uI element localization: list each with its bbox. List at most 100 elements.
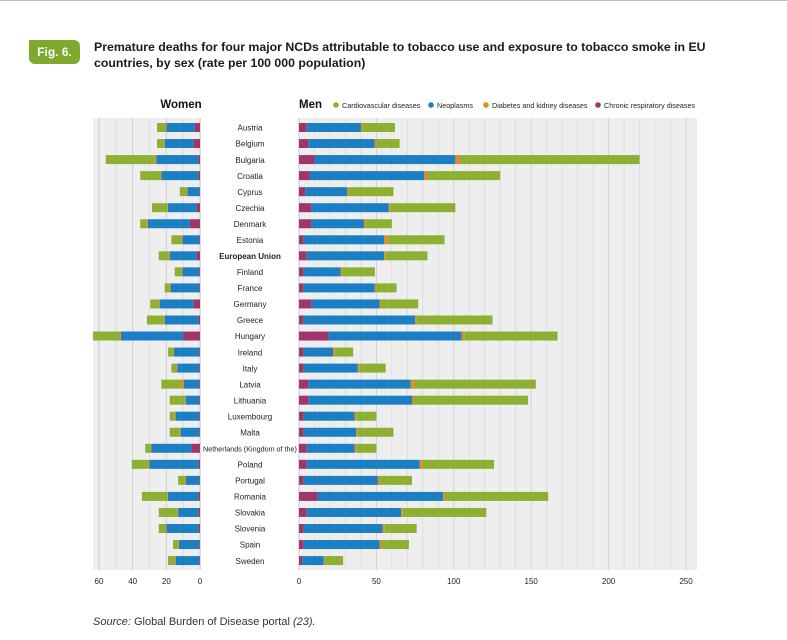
bar-women-poland-neoplasms: [149, 459, 199, 469]
tick-men-0: 0: [297, 577, 302, 586]
bar-women-germany-cardiovascular-diseases: [150, 299, 159, 309]
bar-men-denmark-chronic-respiratory-diseases: [299, 219, 312, 229]
bar-men-austria-chronic-respiratory-diseases: [299, 123, 307, 132]
bar-women-portugal-cardiovascular-diseases: [178, 475, 185, 485]
bar-women-netherlands-kingdom-of-the-cardiovascular-diseases: [145, 443, 151, 453]
bar-women-slovenia-neoplasms: [166, 524, 199, 533]
bar-men-finland-chronic-respiratory-diseases: [299, 267, 304, 277]
category-label-spain: Spain: [240, 541, 260, 550]
bar-women-greece-chronic-respiratory-diseases: [198, 315, 200, 325]
bar-women-finland-cardiovascular-diseases: [174, 267, 182, 277]
bar-men-croatia-chronic-respiratory-diseases: [299, 171, 310, 181]
bar-men-sweden-neoplasms: [302, 556, 324, 566]
bar-men-ireland-neoplasms: [303, 347, 334, 357]
bar-men-sweden-diabetes-and-kidney-diseases: [323, 556, 325, 566]
bar-women-austria-diabetes-and-kidney-diseases: [165, 123, 167, 132]
bar-women-finland-diabetes-and-kidney-diseases: [181, 267, 183, 277]
bar-men-latvia-diabetes-and-kidney-diseases: [410, 379, 414, 389]
bar-men-finland-diabetes-and-kidney-diseases: [340, 267, 343, 277]
bar-men-malta-cardiovascular-diseases: [357, 427, 394, 437]
bar-men-spain-chronic-respiratory-diseases: [299, 540, 304, 550]
bar-women-czechia-cardiovascular-diseases: [152, 203, 168, 213]
bar-men-slovakia-chronic-respiratory-diseases: [299, 507, 307, 517]
bar-women-italy-diabetes-and-kidney-diseases: [176, 363, 178, 373]
bar-women-sweden-neoplasms: [175, 556, 200, 566]
bar-women-poland-cardiovascular-diseases: [131, 459, 149, 469]
bar-women-malta-chronic-respiratory-diseases: [199, 427, 200, 437]
bar-men-denmark-cardiovascular-diseases: [365, 219, 392, 229]
bar-men-poland-neoplasms: [306, 459, 420, 469]
legend-label-cardiovascular-diseases: Cardiovascular diseases: [342, 101, 421, 110]
bar-women-czechia-neoplasms: [168, 203, 197, 213]
bar-women-austria-chronic-respiratory-diseases: [194, 123, 200, 132]
bar-men-estonia-diabetes-and-kidney-diseases: [384, 235, 388, 245]
bar-women-cyprus-chronic-respiratory-diseases: [199, 187, 200, 197]
bar-women-european-union-cardiovascular-diseases: [158, 251, 169, 261]
tick-men-250: 250: [679, 577, 693, 586]
bar-women-malta-cardiovascular-diseases: [169, 427, 180, 437]
bar-women-latvia-cardiovascular-diseases: [161, 379, 182, 389]
source-ref: (23).: [292, 616, 316, 628]
bar-men-belgium-chronic-respiratory-diseases: [299, 139, 309, 149]
bar-women-romania-diabetes-and-kidney-diseases: [167, 491, 169, 501]
bar-men-austria-neoplasms: [306, 123, 361, 132]
category-label-france: France: [238, 284, 263, 293]
bar-men-slovakia-diabetes-and-kidney-diseases: [401, 507, 403, 517]
bar-women-denmark-neoplasms: [147, 219, 190, 229]
legend-swatch-diabetes-and-kidney-diseases: [483, 102, 489, 108]
tick-women-0: 0: [198, 577, 203, 586]
bar-men-lithuania-cardiovascular-diseases: [413, 395, 529, 405]
bar-men-netherlands-kingdom-of-the-chronic-respiratory-diseases: [299, 443, 307, 453]
bar-women-bulgaria-chronic-respiratory-diseases: [198, 155, 200, 165]
bar-men-greece-diabetes-and-kidney-diseases: [415, 315, 417, 325]
bar-men-greece-neoplasms: [303, 315, 416, 325]
bar-women-european-union-diabetes-and-kidney-diseases: [168, 251, 170, 261]
top-rule: [0, 0, 787, 1]
bar-men-greece-cardiovascular-diseases: [416, 315, 493, 325]
bar-women-slovakia-cardiovascular-diseases: [158, 507, 178, 517]
bar-women-greece-diabetes-and-kidney-diseases: [163, 315, 165, 325]
bar-men-germany-cardiovascular-diseases: [381, 299, 419, 309]
plot-background: [93, 118, 697, 570]
axis-ticks: 60 40 20 0 0 50 100 150 200 250: [95, 577, 694, 586]
bar-women-finland-chronic-respiratory-diseases: [199, 267, 200, 277]
bar-women-estonia-diabetes-and-kidney-diseases: [181, 235, 183, 245]
bar-men-lithuania-neoplasms: [308, 395, 413, 405]
bar-men-portugal-neoplasms: [303, 475, 378, 485]
bar-women-romania-chronic-respiratory-diseases: [198, 491, 200, 501]
bar-men-bulgaria-diabetes-and-kidney-diseases: [455, 155, 460, 165]
bar-men-italy-diabetes-and-kidney-diseases: [357, 363, 360, 373]
bar-men-latvia-chronic-respiratory-diseases: [299, 379, 309, 389]
bar-men-belgium-cardiovascular-diseases: [376, 139, 400, 149]
bar-women-estonia-cardiovascular-diseases: [171, 235, 182, 245]
category-label-bulgaria: Bulgaria: [235, 156, 265, 165]
bar-men-romania-cardiovascular-diseases: [444, 491, 549, 501]
source-text: Global Burden of Disease portal: [133, 616, 290, 628]
bar-women-netherlands-kingdom-of-the-neoplasms: [151, 443, 192, 453]
bar-women-sweden-diabetes-and-kidney-diseases: [174, 556, 176, 566]
bar-men-czechia-diabetes-and-kidney-diseases: [388, 203, 391, 213]
panel-title-women: Women: [160, 99, 201, 111]
category-label-denmark: Denmark: [234, 220, 267, 229]
bar-women-france-diabetes-and-kidney-diseases: [169, 283, 171, 293]
bar-women-estonia-chronic-respiratory-diseases: [199, 235, 200, 245]
bar-men-spain-diabetes-and-kidney-diseases: [379, 540, 382, 550]
bar-men-netherlands-kingdom-of-the-neoplasms: [306, 443, 355, 453]
bar-men-portugal-cardiovascular-diseases: [379, 475, 413, 485]
bar-women-croatia-neoplasms: [161, 171, 199, 181]
bar-women-greece-cardiovascular-diseases: [146, 315, 164, 325]
bar-women-bulgaria-neoplasms: [156, 155, 199, 165]
tobacco-ncd-chart: Austria Belgium Bulgaria Croatia Cyprus Czech…: [93, 99, 697, 586]
bar-women-european-union-chronic-respiratory-diseases: [196, 251, 200, 261]
category-label-slovenia: Slovenia: [235, 525, 266, 534]
bar-men-luxembourg-neoplasms: [303, 411, 355, 421]
bar-men-netherlands-kingdom-of-the-diabetes-and-kidney-diseases: [354, 443, 357, 453]
bar-men-slovenia-neoplasms: [303, 524, 383, 533]
bar-men-sweden-cardiovascular-diseases: [324, 556, 344, 566]
bar-women-france-neoplasms: [170, 283, 200, 293]
bar-women-ireland-cardiovascular-diseases: [168, 347, 174, 357]
bar-women-hungary-diabetes-and-kidney-diseases: [120, 331, 121, 341]
bar-women-hungary-cardiovascular-diseases: [93, 331, 121, 341]
bar-women-belgium-diabetes-and-kidney-diseases: [163, 139, 165, 149]
bar-men-bulgaria-neoplasms: [314, 155, 456, 165]
